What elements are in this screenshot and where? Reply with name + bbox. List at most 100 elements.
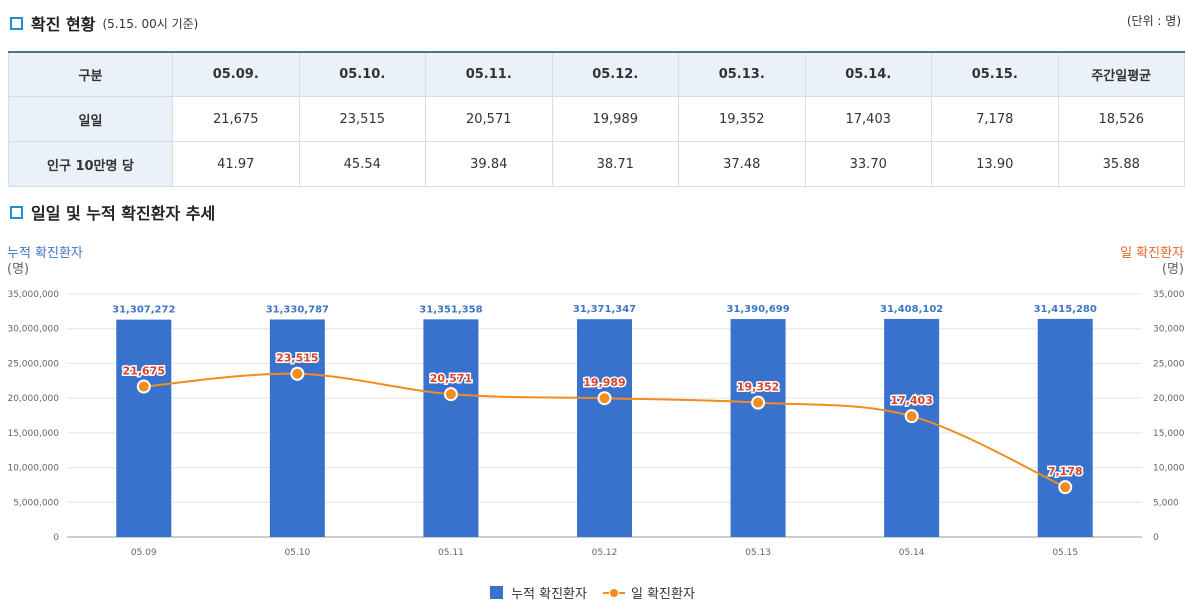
table-header-cell: 05.09. <box>172 51 300 97</box>
right-axis-title: 일 확진환자 <box>1120 246 1184 261</box>
table-row-label: 인구 10만명 당 <box>8 141 173 187</box>
x-tick-label: 05.11 <box>438 548 464 558</box>
line-point <box>290 366 305 381</box>
left-tick-label: 0 <box>53 533 59 543</box>
bar-cumulative <box>730 319 786 537</box>
status-table: 구분 05.09. 05.10. 05.11. 05.12. 05.13. 05… <box>8 51 1185 187</box>
legend-item-cumulative[interactable]: 누적 확진환자 <box>490 583 587 602</box>
line-point <box>443 387 458 402</box>
x-tick-label: 05.12 <box>592 548 618 558</box>
table-row: 인구 10만명 당 41.97 45.54 39.84 38.71 37.48 … <box>8 141 1185 187</box>
left-tick-label: 15,000,000 <box>7 429 59 439</box>
table-cell: 21,675 <box>172 96 300 142</box>
line-value-label: 23,515 <box>276 352 318 365</box>
bar-value-label: 31,408,102 <box>880 304 943 315</box>
table-cell: 19,989 <box>551 96 679 142</box>
status-title: 확진 현황 <box>31 15 96 34</box>
bar-cumulative <box>269 319 325 537</box>
table-cell: 38.71 <box>551 141 679 187</box>
table-cell: 39.84 <box>425 141 553 187</box>
table-cell: 19,352 <box>678 96 806 142</box>
table-header-cell: 05.13. <box>678 51 806 97</box>
table-header-cell: 05.12. <box>551 51 679 97</box>
bar-value-label: 31,415,280 <box>1034 304 1097 315</box>
legend-line-swatch <box>602 586 625 599</box>
bar-cumulative <box>884 318 940 537</box>
line-value-label: 19,989 <box>583 376 625 389</box>
right-tick-label: 30,000 <box>1153 325 1185 335</box>
line-value-label: 17,403 <box>890 394 932 407</box>
table-header-cell: 05.11. <box>425 51 553 97</box>
legend-item-daily[interactable]: 일 확진환자 <box>602 583 695 602</box>
status-subtitle: (5.15. 00시 기준) <box>102 16 199 31</box>
left-tick-label: 20,000,000 <box>7 394 59 404</box>
bar-value-label: 31,330,787 <box>266 304 329 315</box>
x-tick-label: 05.15 <box>1052 548 1078 558</box>
right-tick-label: 10,000 <box>1153 464 1185 474</box>
table-cell: 17,403 <box>804 96 932 142</box>
bar-cumulative <box>1037 318 1093 537</box>
table-cell: 33.70 <box>804 141 932 187</box>
line-point <box>1058 480 1073 495</box>
x-tick-label: 05.13 <box>745 548 771 558</box>
bar-cumulative <box>116 319 172 537</box>
left-axis-unit: (명) <box>7 262 29 277</box>
line-value-label: 19,352 <box>737 381 779 394</box>
bar-value-label: 31,371,347 <box>573 304 636 315</box>
legend-label: 누적 확진환자 <box>511 587 587 602</box>
legend-label: 일 확진환자 <box>630 587 695 602</box>
line-point <box>904 409 919 424</box>
left-tick-label: 10,000,000 <box>7 464 59 474</box>
legend-bar-swatch <box>490 586 504 599</box>
table-cell: 35.88 <box>1057 141 1185 187</box>
right-axis-unit: (명) <box>1162 262 1184 277</box>
bar-value-label: 31,351,358 <box>419 304 482 315</box>
right-tick-label: 20,000 <box>1153 394 1185 404</box>
bar-value-label: 31,390,699 <box>726 304 789 315</box>
line-point <box>136 379 151 394</box>
x-tick-label: 05.14 <box>899 548 925 558</box>
table-cell: 18,526 <box>1057 96 1185 142</box>
table-cell: 7,178 <box>931 96 1059 142</box>
bar-cumulative <box>423 319 479 537</box>
table-header-row: 구분 05.09. 05.10. 05.11. 05.12. 05.13. 05… <box>8 51 1185 97</box>
table-header-cell: 05.14. <box>804 51 932 97</box>
line-value-label: 7,178 <box>1048 465 1083 478</box>
chart-legend: 누적 확진환자 일 확진환자 <box>0 583 1185 602</box>
square-bullet-icon <box>10 16 23 30</box>
table-cell: 23,515 <box>298 96 426 142</box>
left-tick-label: 30,000,000 <box>7 325 59 335</box>
section-title-status: 확진 현황 (5.15. 00시 기준) <box>10 11 198 35</box>
table-row: 일일 21,675 23,515 20,571 19,989 19,352 17… <box>8 96 1185 142</box>
table-header-cell: 구분 <box>8 51 173 97</box>
table-cell: 13.90 <box>931 141 1059 187</box>
table-cell: 20,571 <box>425 96 553 142</box>
left-tick-label: 25,000,000 <box>7 359 59 369</box>
right-tick-label: 0 <box>1153 533 1159 543</box>
x-tick-label: 05.10 <box>284 548 310 558</box>
right-tick-label: 15,000 <box>1153 429 1185 439</box>
trend-title: 일일 및 누적 확진환자 추세 <box>31 204 216 223</box>
table-header-cell: 05.10. <box>298 51 426 97</box>
line-point <box>597 391 612 406</box>
table-header-cell: 05.15. <box>931 51 1059 97</box>
trend-chart: 누적 확진환자(명)일 확진환자(명)05,000,00010,000,0001… <box>7 246 1185 558</box>
line-value-label: 20,571 <box>430 372 472 385</box>
right-tick-label: 35,000 <box>1153 290 1185 300</box>
table-cell: 45.54 <box>298 141 426 187</box>
bar-cumulative <box>577 319 632 537</box>
line-value-label: 21,675 <box>123 365 165 378</box>
unit-label: (단위 : 명) <box>1126 14 1181 28</box>
right-tick-label: 25,000 <box>1153 359 1185 369</box>
table-row-label: 일일 <box>8 96 173 142</box>
section-title-trend: 일일 및 누적 확진환자 추세 <box>10 200 215 224</box>
square-bullet-icon <box>10 205 23 219</box>
left-tick-label: 5,000,000 <box>13 498 59 508</box>
left-axis-title: 누적 확진환자 <box>7 246 83 261</box>
right-tick-label: 5,000 <box>1153 498 1179 508</box>
table-cell: 41.97 <box>172 141 300 187</box>
table-header-cell: 주간일평균 <box>1057 51 1185 97</box>
table-cell: 37.48 <box>678 141 806 187</box>
line-point <box>751 395 766 410</box>
left-tick-label: 35,000,000 <box>7 290 59 300</box>
